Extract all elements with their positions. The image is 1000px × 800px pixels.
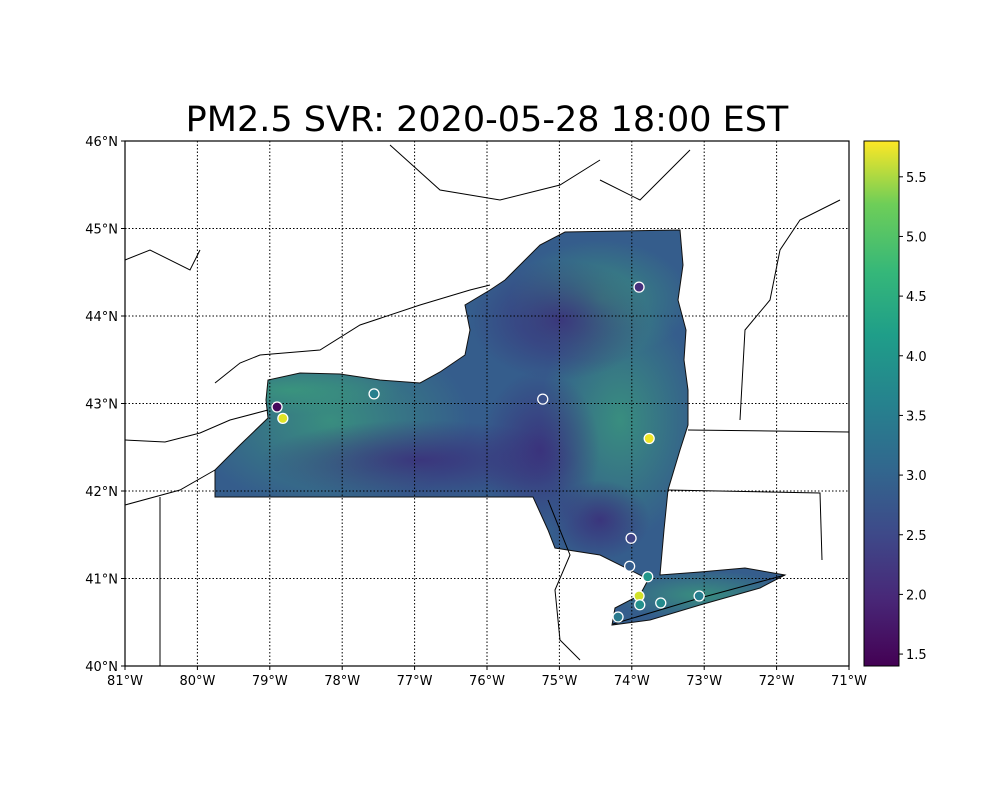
station-marker [634,599,646,611]
lat-tick-label: 42°N [85,485,118,500]
field-patch [550,480,650,560]
colorbar-ticks: 1.5 2.0 2.5 3.0 3.5 4.0 4.5 5.0 5.5 [899,171,927,663]
coastline [547,499,581,661]
colorbar-tick-label: 2.5 [906,529,927,544]
coastline [739,199,841,421]
colorbar-tick-label: 1.5 [906,648,927,663]
station-marker [633,281,645,293]
axis-ticks: 81°W 80°W 79°W 78°W 77°W 76°W 75°W 74°W 73°W 72°W… [85,135,867,689]
ny-border [214,229,787,626]
field-patch [260,420,580,500]
coastline [687,429,850,433]
lat-tick-label: 43°N [85,398,118,413]
map-title: PM2.5 SVR: 2020-05-28 18:00 EST [185,100,789,140]
coastline [124,249,201,271]
lon-tick-label: 71°W [831,674,867,689]
colorbar [863,140,900,667]
coastline [124,409,269,443]
colorbar-tick-label: 5.0 [906,230,927,245]
station-marker [271,401,283,413]
coastline [667,489,823,561]
lon-tick-label: 77°W [397,674,433,689]
station-marker [643,432,655,445]
colorbar-tick-label: 4.0 [906,350,927,365]
station-marker [642,571,654,583]
station-marker [368,388,380,400]
coastline [389,144,601,201]
station-marker [693,590,705,602]
coastlines-borders [124,144,850,666]
colorbar-tick-label: 3.5 [906,409,927,424]
lon-tick-label: 75°W [541,674,577,689]
station-marker [623,560,636,572]
lon-tick-label: 78°W [324,674,360,689]
station-marker [277,412,289,425]
lon-tick-label: 74°W [614,674,650,689]
colorbar-tick-label: 3.0 [906,469,927,484]
lon-tick-label: 81°W [107,674,143,689]
field-patch [215,365,400,415]
station-marker [612,611,624,623]
coastline [599,149,691,201]
lat-tick-label: 45°N [85,223,118,238]
lon-tick-label: 80°W [179,674,215,689]
colorbar-tick-label: 5.5 [906,171,927,186]
lon-tick-label: 79°W [252,674,288,689]
stations [271,281,705,623]
field-patch [470,260,650,380]
colorbar-tick-label: 2.0 [906,588,927,603]
lat-tick-label: 40°N [85,660,118,675]
coastline [124,469,216,506]
station-marker [655,597,667,609]
lat-tick-label: 41°N [85,573,118,588]
lon-tick-label: 72°W [759,674,795,689]
station-marker [625,532,637,544]
lon-tick-label: 76°W [469,674,505,689]
coastline [214,284,491,384]
station-marker [537,393,549,405]
lat-tick-label: 46°N [85,135,118,150]
lat-tick-label: 44°N [85,310,118,325]
colorbar-tick-label: 4.5 [906,290,927,305]
gridlines [125,141,849,666]
lon-tick-label: 73°W [686,674,722,689]
